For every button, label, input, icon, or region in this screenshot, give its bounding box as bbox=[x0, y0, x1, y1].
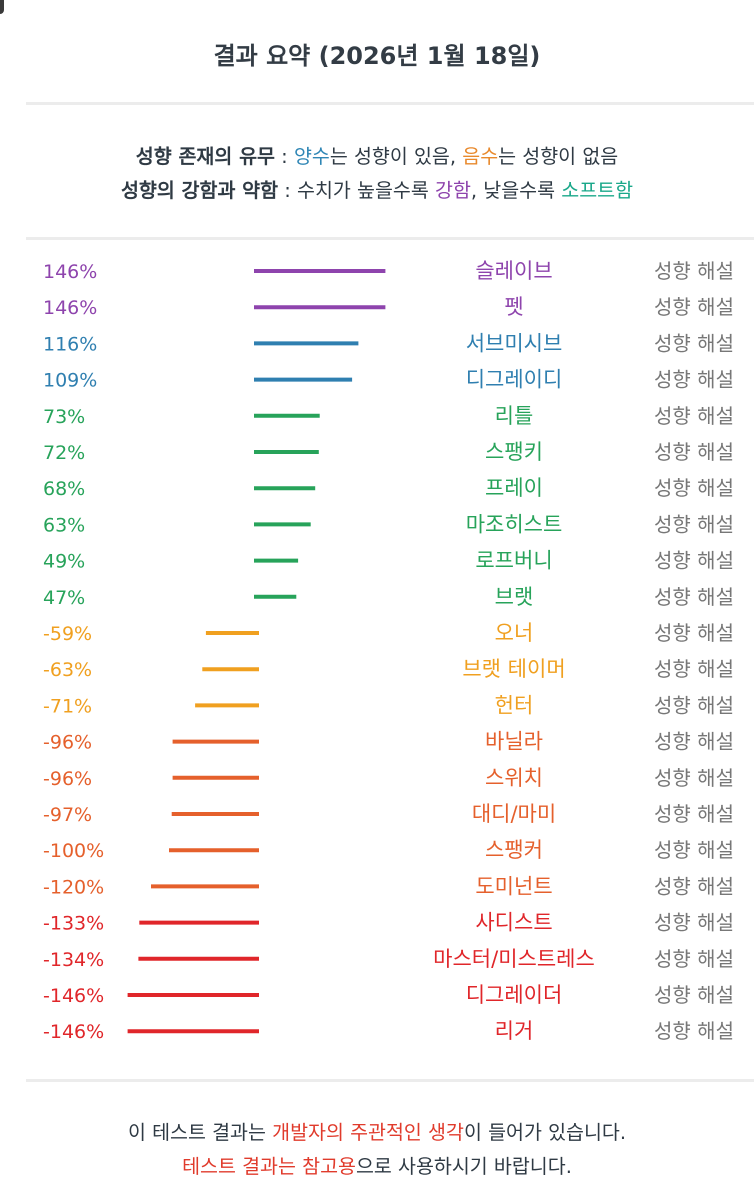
description-link[interactable]: 성향 해설 bbox=[654, 331, 734, 355]
description-link[interactable]: 성향 해설 bbox=[654, 766, 734, 790]
legend-text: 수치가 높을수록 bbox=[297, 179, 436, 202]
value-label: 73% bbox=[43, 406, 85, 428]
description-link[interactable]: 성향 해설 bbox=[654, 657, 734, 681]
value-label: -97% bbox=[43, 804, 92, 826]
category-label: 사디스트 bbox=[475, 911, 552, 935]
legend-label: 성향 존재의 유무 bbox=[135, 145, 275, 168]
description-link[interactable]: 성향 해설 bbox=[654, 947, 734, 971]
category-label: 스팽커 bbox=[485, 838, 543, 862]
value-label: 116% bbox=[43, 333, 97, 355]
value-label: 146% bbox=[43, 261, 97, 283]
description-link[interactable]: 성향 해설 bbox=[654, 621, 734, 645]
footer-line-2: 테스트 결과는 참고용으로 사용하시기 바랍니다. bbox=[0, 1150, 754, 1179]
category-label: 마조히스트 bbox=[466, 512, 563, 536]
legend-text: 는 성향이 없음 bbox=[498, 145, 619, 168]
description-link[interactable]: 성향 해설 bbox=[654, 259, 734, 283]
description-link[interactable]: 성향 해설 bbox=[654, 911, 734, 935]
category-label: 헌터 bbox=[495, 693, 534, 717]
divider bbox=[26, 102, 754, 105]
legend-separator: : bbox=[278, 179, 298, 202]
value-label: 47% bbox=[43, 587, 85, 609]
value-label: 68% bbox=[43, 478, 85, 500]
category-label: 로프버니 bbox=[475, 549, 552, 573]
value-label: -120% bbox=[43, 876, 104, 898]
value-label: -96% bbox=[43, 732, 92, 754]
description-link[interactable]: 성향 해설 bbox=[654, 838, 734, 862]
description-link[interactable]: 성향 해설 bbox=[654, 585, 734, 609]
category-label: 리틀 bbox=[495, 404, 534, 428]
category-label: 디그레이더 bbox=[466, 983, 563, 1007]
value-label: -100% bbox=[43, 840, 104, 862]
category-label: 브랫 테이머 bbox=[462, 657, 565, 681]
category-label: 슬레이브 bbox=[475, 259, 552, 283]
divider bbox=[26, 1079, 754, 1082]
category-label: 마스터/미스트레스 bbox=[433, 947, 595, 971]
description-link[interactable]: 성향 해설 bbox=[654, 1019, 734, 1043]
legend-positive: 양수 bbox=[293, 145, 330, 168]
value-label: 146% bbox=[43, 297, 97, 319]
value-label: 109% bbox=[43, 370, 97, 392]
description-link[interactable]: 성향 해설 bbox=[654, 693, 734, 717]
window-edge bbox=[0, 0, 4, 14]
divider bbox=[26, 237, 754, 240]
value-label: 49% bbox=[43, 551, 85, 573]
legend-label: 성향의 강함과 약함 bbox=[120, 179, 279, 202]
value-label: -134% bbox=[43, 949, 104, 971]
value-label: 63% bbox=[43, 514, 85, 536]
footer-text: 으로 사용하시기 바랍니다. bbox=[355, 1155, 572, 1178]
description-link[interactable]: 성향 해설 bbox=[654, 404, 734, 428]
description-link[interactable]: 성향 해설 bbox=[654, 440, 734, 464]
category-label: 브랫 bbox=[495, 585, 534, 609]
category-label: 디그레이디 bbox=[466, 368, 563, 392]
category-label: 리거 bbox=[495, 1019, 534, 1043]
legend-line-1: 성향 존재의 유무 : 양수는 성향이 있음, 음수는 성향이 없음 bbox=[0, 140, 754, 169]
description-link[interactable]: 성향 해설 bbox=[654, 295, 734, 319]
category-label: 서브미시브 bbox=[466, 331, 563, 355]
category-label: 스팽키 bbox=[485, 440, 543, 464]
value-label: -96% bbox=[43, 768, 92, 790]
category-label: 스위치 bbox=[485, 766, 543, 790]
description-link[interactable]: 성향 해설 bbox=[654, 512, 734, 536]
description-link[interactable]: 성향 해설 bbox=[654, 983, 734, 1007]
footer-text: 이 들어가 있습니다. bbox=[463, 1121, 627, 1144]
value-label: -146% bbox=[43, 1021, 104, 1043]
legend-text: 는 성향이 있음, bbox=[329, 145, 463, 168]
value-label: -146% bbox=[43, 985, 104, 1007]
value-label: -59% bbox=[43, 623, 92, 645]
footer-highlight: 테스트 결과는 참고용 bbox=[182, 1155, 356, 1178]
value-label: -63% bbox=[43, 659, 92, 681]
footer-line-1: 이 테스트 결과는 개발자의 주관적인 생각이 들어가 있습니다. bbox=[0, 1116, 754, 1145]
category-label: 대디/마미 bbox=[472, 802, 556, 826]
description-link[interactable]: 성향 해설 bbox=[654, 368, 734, 392]
legend-strong: 강함 bbox=[435, 179, 471, 202]
category-label: 오너 bbox=[495, 621, 534, 645]
description-link[interactable]: 성향 해설 bbox=[654, 549, 734, 573]
legend-separator: : bbox=[274, 145, 294, 168]
description-link[interactable]: 성향 해설 bbox=[654, 802, 734, 826]
category-label: 바닐라 bbox=[485, 730, 543, 754]
value-label: -133% bbox=[43, 913, 104, 935]
value-label: 72% bbox=[43, 442, 85, 464]
value-label: -71% bbox=[43, 695, 92, 717]
footer-highlight: 개발자의 주관적인 생각 bbox=[272, 1121, 464, 1144]
description-link[interactable]: 성향 해설 bbox=[654, 730, 734, 754]
category-label: 프레이 bbox=[485, 476, 543, 500]
category-label: 펫 bbox=[504, 295, 523, 319]
legend-negative: 음수 bbox=[462, 145, 499, 168]
category-label: 도미넌트 bbox=[475, 874, 552, 898]
legend-line-2: 성향의 강함과 약함 : 수치가 높을수록 강함, 낮을수록 소프트함 bbox=[0, 174, 754, 203]
page-title: 결과 요약 (2026년 1월 18일) bbox=[213, 42, 541, 70]
footer-text: 이 테스트 결과는 bbox=[127, 1121, 273, 1144]
description-link[interactable]: 성향 해설 bbox=[654, 874, 734, 898]
description-link[interactable]: 성향 해설 bbox=[654, 476, 734, 500]
legend-text: , 낮을수록 bbox=[470, 179, 562, 202]
legend-soft: 소프트함 bbox=[561, 179, 634, 202]
